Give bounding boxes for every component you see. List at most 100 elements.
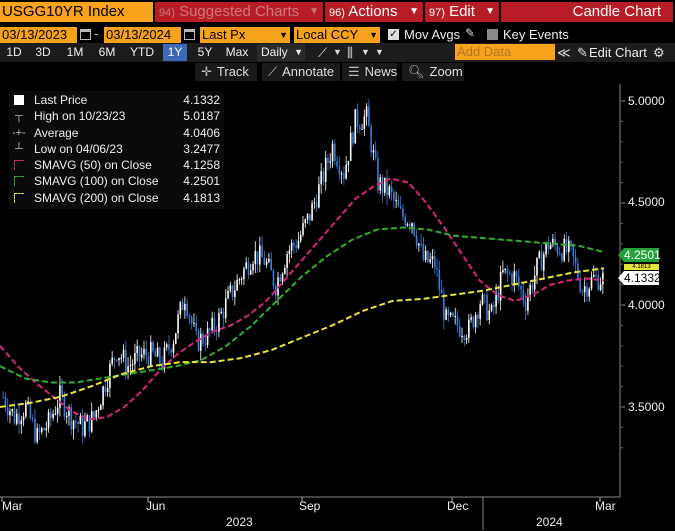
candle-body [402,208,404,217]
security-ticker-field[interactable]: USGG10YR Index [0,2,153,22]
candle-body [159,347,161,364]
candle-body [572,243,575,257]
candle-body [315,202,318,208]
candle-body [404,216,407,226]
mov-avgs-checkbox[interactable]: ✓ [388,29,399,40]
candle-body [570,240,572,244]
candle-body [506,268,509,274]
legend-row-sma50[interactable]: SMAVG (50) on Close 4.1258 [9,157,224,173]
candle-body [583,286,586,293]
candle-body [531,284,534,290]
candle-body [488,310,491,321]
legend-row-high[interactable]: ┬ High on 10/23/23 5.0187 [9,108,224,124]
candle-body [393,192,395,201]
calendar-icon[interactable] [184,29,195,40]
news-label: News [364,64,398,79]
period-button-1m[interactable]: 1M [66,45,84,59]
candle-body [263,257,266,265]
candle-body [50,412,52,419]
candle-body [181,302,184,311]
candle-body [106,388,109,393]
candle-body [581,291,584,293]
candle-body [270,258,272,271]
high-marker-icon: ┬ [15,110,23,123]
period-button-3d[interactable]: 3D [35,45,51,59]
news-icon: ☰ [348,64,360,79]
candle-body [45,428,48,431]
actions-menu[interactable]: 96) Actions ▼ [325,2,423,22]
gear-icon[interactable]: ⚙ [653,45,665,60]
suggested-charts-menu[interactable]: 94) Suggested Charts ▼ [155,2,323,22]
pencil-icon[interactable]: ✎ [465,26,476,40]
candle-body [179,302,182,315]
end-date-field[interactable]: 03/13/2024 [104,27,181,43]
candle-body [483,294,486,296]
currency-select[interactable]: Local CCY ▼ [294,27,380,43]
candle-body [574,256,577,264]
candle-body [533,275,536,290]
period-button-5y[interactable]: 5Y [197,45,213,59]
candle-body [220,311,223,314]
y-tick-label: 5.0000 [628,94,665,108]
candle-body [397,200,400,207]
price-chart[interactable] [0,84,675,531]
start-date-field[interactable]: 03/13/2023 [0,27,77,43]
bar-chart-icon[interactable]: ⫼ [347,45,353,60]
candle-body [118,357,120,361]
candle-body [561,253,563,261]
candle-body [195,322,198,331]
crosshair-icon: ✛ [201,64,212,79]
legend-row-sma100[interactable]: SMAVG (100) on Close 4.2501 [9,173,224,189]
period-button-6m[interactable]: 6M [98,45,116,59]
period-button-1y[interactable]: 1Y [163,44,187,61]
chevron-down-icon[interactable]: ▼ [361,47,370,57]
chevron-down-icon[interactable]: ▼ [375,47,384,57]
track-tool[interactable]: ✛ Track [195,63,257,81]
legend-row-last-price[interactable]: Last Price 4.1332 [9,92,224,108]
frequency-select[interactable]: Daily ▼ [257,44,305,61]
candle-body [477,314,479,319]
period-button-max[interactable]: Max [225,45,249,59]
key-events-checkbox[interactable] [487,29,498,40]
legend-row-sma200[interactable]: SMAVG (200) on Close 4.1813 [9,190,224,206]
legend-row-average[interactable]: -+- Average 4.0406 [9,125,224,141]
legend-value: 4.1332 [183,93,220,107]
candle-body [293,242,295,246]
period-button-1d[interactable]: 1D [6,45,22,59]
candle-body [93,411,95,418]
chevron-down-icon: ▼ [485,6,495,17]
candle-body [268,258,270,262]
x-tick-label: Mar [595,499,616,513]
legend-name: SMAVG (200) on Close [34,190,159,205]
candle-body [204,343,207,346]
candle-body [465,337,468,341]
candle-body [111,357,113,364]
edit-menu[interactable]: 97) Edit ▼ [425,2,499,22]
edit-chart-button[interactable]: Edit Chart [589,45,647,60]
period-button-ytd[interactable]: YTD [130,45,154,59]
double-chevron-left-icon[interactable]: ≪ [557,45,571,60]
candle-body [256,251,259,265]
legend-row-low[interactable]: ┴ Low on 04/06/23 3.2477 [9,141,224,157]
legend-name: Last Price [34,93,88,107]
candle-body [443,293,445,320]
x-tick-label: Dec [447,499,469,513]
legend-value: 5.0187 [183,109,220,124]
candle-body [70,407,73,430]
candle-body [313,202,316,204]
candle-body [529,284,531,297]
field-select[interactable]: Last Px ▼ [200,27,290,43]
candle-body [90,411,93,432]
zoom-tool[interactable]: 🔍︎ Zoom [402,63,464,81]
candle-body [113,357,116,360]
add-data-input[interactable]: Add Data [455,44,555,60]
pencil-icon[interactable]: ✎ [577,45,588,60]
candle-body [567,240,570,253]
news-tool[interactable]: ☰ News [342,63,397,81]
candle-body [424,250,427,261]
calendar-icon[interactable] [80,29,91,40]
line-chart-icon[interactable]: ⟋ [318,45,328,60]
annotate-tool[interactable]: ⟋ Annotate [262,63,340,81]
candle-body [538,251,541,258]
chevron-down-icon[interactable]: ▼ [333,47,342,57]
